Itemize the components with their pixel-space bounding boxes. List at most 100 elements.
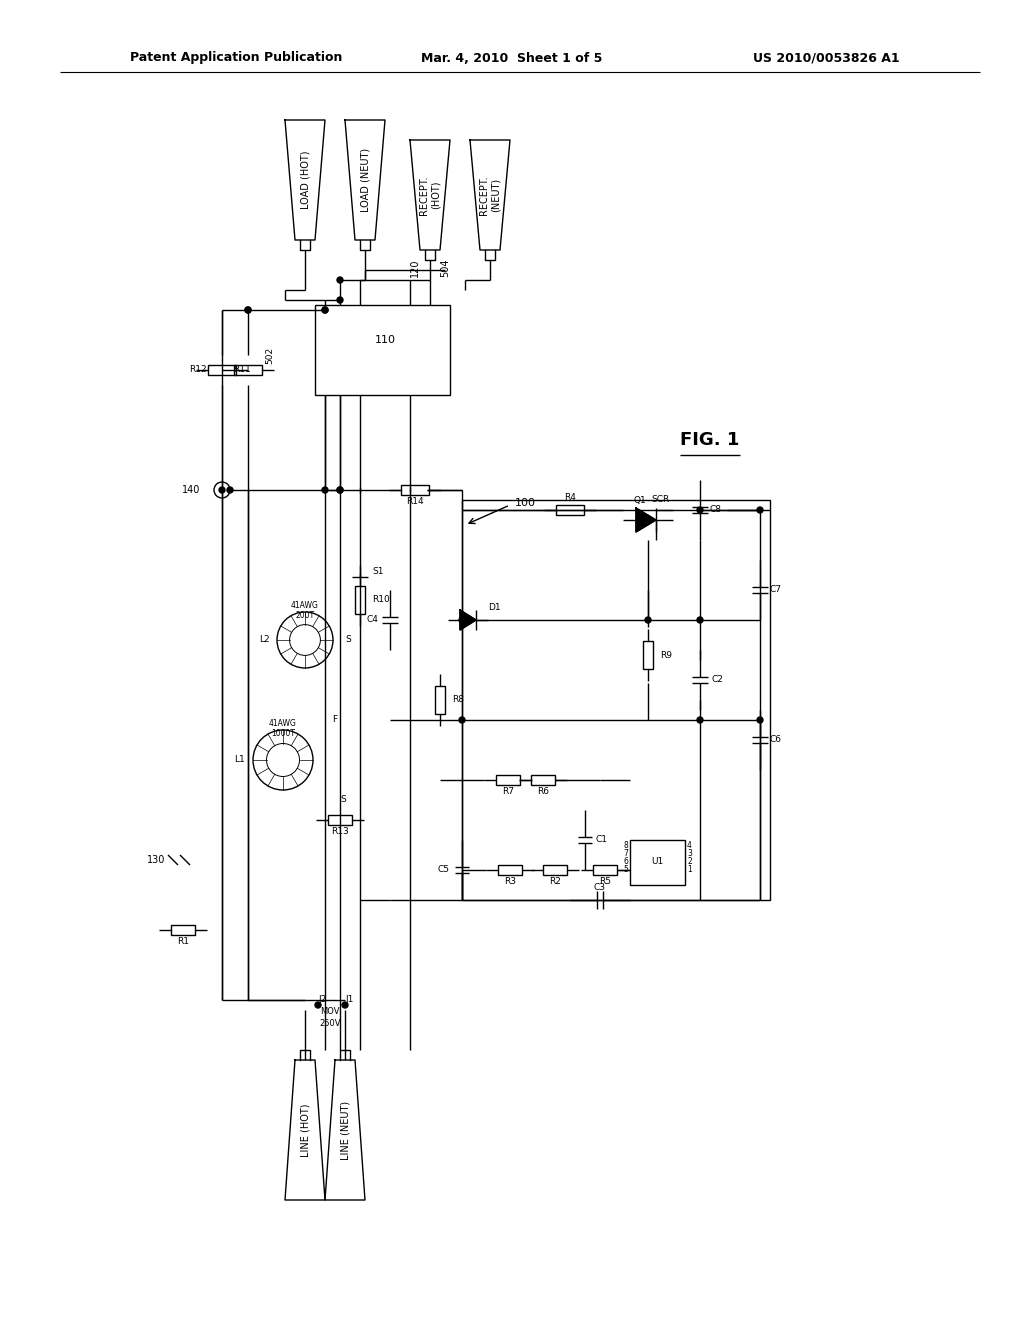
Text: R3: R3 (504, 878, 516, 887)
Text: MOV: MOV (321, 1007, 340, 1016)
Text: R5: R5 (599, 878, 611, 887)
Circle shape (322, 487, 328, 492)
Bar (401, 484, 429, 495)
Text: 41AWG: 41AWG (269, 718, 297, 727)
Text: R1: R1 (177, 937, 189, 946)
Circle shape (337, 487, 343, 492)
Circle shape (757, 507, 763, 513)
Text: J1: J1 (345, 995, 353, 1005)
Text: Patent Application Publication: Patent Application Publication (130, 51, 342, 65)
Circle shape (245, 308, 251, 313)
Circle shape (337, 297, 343, 304)
Bar (462, 500, 770, 900)
Bar (556, 506, 584, 515)
Circle shape (315, 1002, 321, 1008)
Text: R11: R11 (233, 366, 251, 375)
Text: D1: D1 (488, 603, 501, 612)
Bar (328, 814, 352, 825)
Text: R2: R2 (549, 878, 561, 887)
Text: 250V: 250V (319, 1019, 341, 1028)
Circle shape (337, 277, 343, 282)
Bar (496, 775, 520, 785)
Text: U1: U1 (651, 858, 664, 866)
Circle shape (459, 717, 465, 723)
Bar (355, 586, 365, 614)
Text: 7: 7 (624, 849, 628, 858)
Text: LINE (HOT): LINE (HOT) (300, 1104, 310, 1156)
Text: C7: C7 (770, 586, 782, 594)
Text: J2: J2 (318, 995, 327, 1005)
Text: R7: R7 (502, 788, 514, 796)
Text: F: F (333, 715, 338, 725)
Circle shape (697, 717, 703, 723)
Bar (630, 840, 685, 884)
Bar (435, 686, 445, 714)
Text: R14: R14 (407, 498, 424, 507)
Text: LOAD (HOT): LOAD (HOT) (300, 150, 310, 210)
Text: LOAD (NEUT): LOAD (NEUT) (360, 148, 370, 213)
Text: US 2010/0053826 A1: US 2010/0053826 A1 (754, 51, 900, 65)
Polygon shape (636, 508, 656, 532)
Text: 140: 140 (181, 484, 200, 495)
Bar (315, 305, 450, 395)
Text: 3: 3 (687, 849, 692, 858)
Text: 5: 5 (624, 865, 628, 874)
Text: 110: 110 (375, 335, 395, 345)
Text: C4: C4 (367, 615, 378, 624)
Circle shape (697, 616, 703, 623)
Text: FIG. 1: FIG. 1 (680, 432, 739, 449)
Text: LINE (NEUT): LINE (NEUT) (340, 1101, 350, 1159)
Text: 100: 100 (515, 498, 536, 508)
Bar (171, 925, 195, 935)
Text: C5: C5 (438, 866, 450, 874)
Circle shape (697, 507, 703, 513)
Text: SCR: SCR (651, 495, 669, 504)
Text: C2: C2 (712, 676, 724, 685)
Text: R4: R4 (564, 494, 575, 503)
Text: 1: 1 (687, 865, 692, 874)
Circle shape (219, 487, 225, 492)
Text: S: S (340, 796, 346, 804)
Bar (208, 366, 236, 375)
Text: Q1: Q1 (634, 495, 646, 504)
Text: 120: 120 (410, 259, 420, 277)
Text: R6: R6 (537, 788, 549, 796)
Text: R10: R10 (372, 595, 390, 605)
Text: R8: R8 (452, 696, 464, 705)
Text: C6: C6 (770, 735, 782, 744)
Text: C8: C8 (710, 506, 722, 515)
Text: 130: 130 (146, 855, 165, 865)
Bar (531, 775, 555, 785)
Text: R13: R13 (331, 828, 349, 837)
Circle shape (645, 616, 651, 623)
Text: 8: 8 (624, 841, 628, 850)
Text: R9: R9 (660, 651, 672, 660)
Circle shape (342, 1002, 348, 1008)
Circle shape (322, 308, 328, 313)
Circle shape (322, 308, 328, 313)
Bar (498, 865, 522, 875)
Text: 4: 4 (687, 841, 692, 850)
Text: 41AWG: 41AWG (291, 601, 318, 610)
Bar (234, 366, 262, 375)
Bar (593, 865, 617, 875)
Text: 1000T: 1000T (271, 730, 295, 738)
Text: 200T: 200T (296, 611, 314, 620)
Text: L2: L2 (259, 635, 270, 644)
Text: 504: 504 (440, 259, 450, 277)
Circle shape (459, 616, 465, 623)
Text: R12: R12 (189, 366, 207, 375)
Bar (643, 642, 653, 669)
Circle shape (757, 717, 763, 723)
Text: S1: S1 (372, 566, 384, 576)
Text: Mar. 4, 2010  Sheet 1 of 5: Mar. 4, 2010 Sheet 1 of 5 (421, 51, 603, 65)
Text: RECEPT.
(NEUT): RECEPT. (NEUT) (479, 176, 501, 215)
Text: 6: 6 (624, 857, 628, 866)
Circle shape (227, 487, 233, 492)
Circle shape (337, 487, 343, 492)
Text: 2: 2 (687, 857, 692, 866)
Text: RECEPT.
(HOT): RECEPT. (HOT) (419, 176, 440, 215)
Bar (543, 865, 567, 875)
Text: L1: L1 (234, 755, 245, 764)
Text: 502: 502 (265, 346, 274, 363)
